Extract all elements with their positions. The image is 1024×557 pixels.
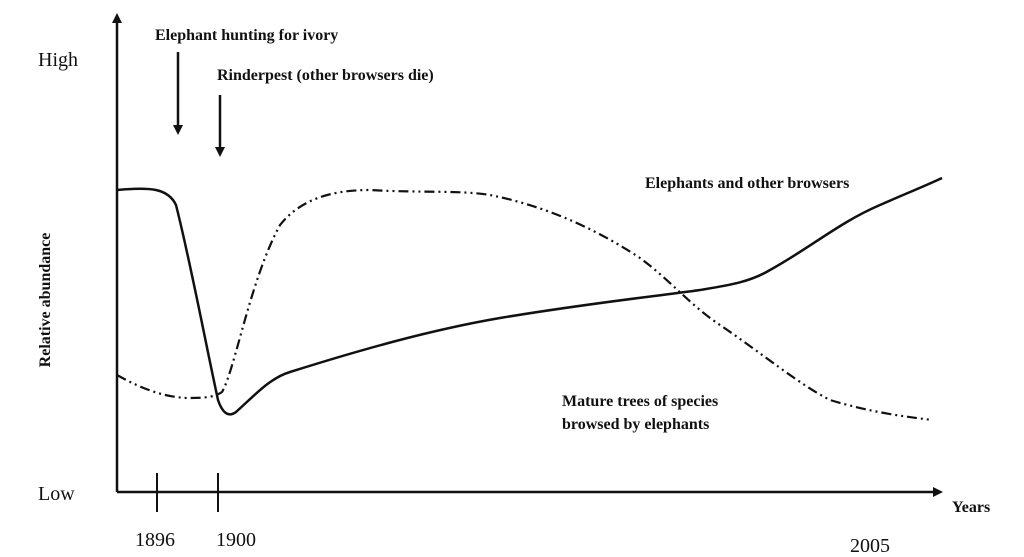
trees-curve	[116, 188, 933, 422]
elephant-curve	[116, 176, 943, 416]
x-tick-label: 1900	[216, 529, 256, 551]
x-label: Years	[952, 499, 990, 516]
annotation: Elephant hunting for ivory	[155, 27, 338, 44]
curve-label: browsed by elephants	[562, 416, 709, 433]
curve-label: Mature trees of species	[562, 393, 718, 410]
x-tick-label: 1896	[135, 529, 175, 551]
curve-label: Elephants and other browsers	[645, 175, 849, 192]
annotation: Rinderpest (other browsers die)	[217, 67, 434, 84]
x-tick-label: 2005	[850, 535, 890, 557]
y-low: Low	[38, 483, 75, 505]
y-high: High	[38, 49, 78, 71]
y-label: Relative abundance	[37, 233, 54, 368]
